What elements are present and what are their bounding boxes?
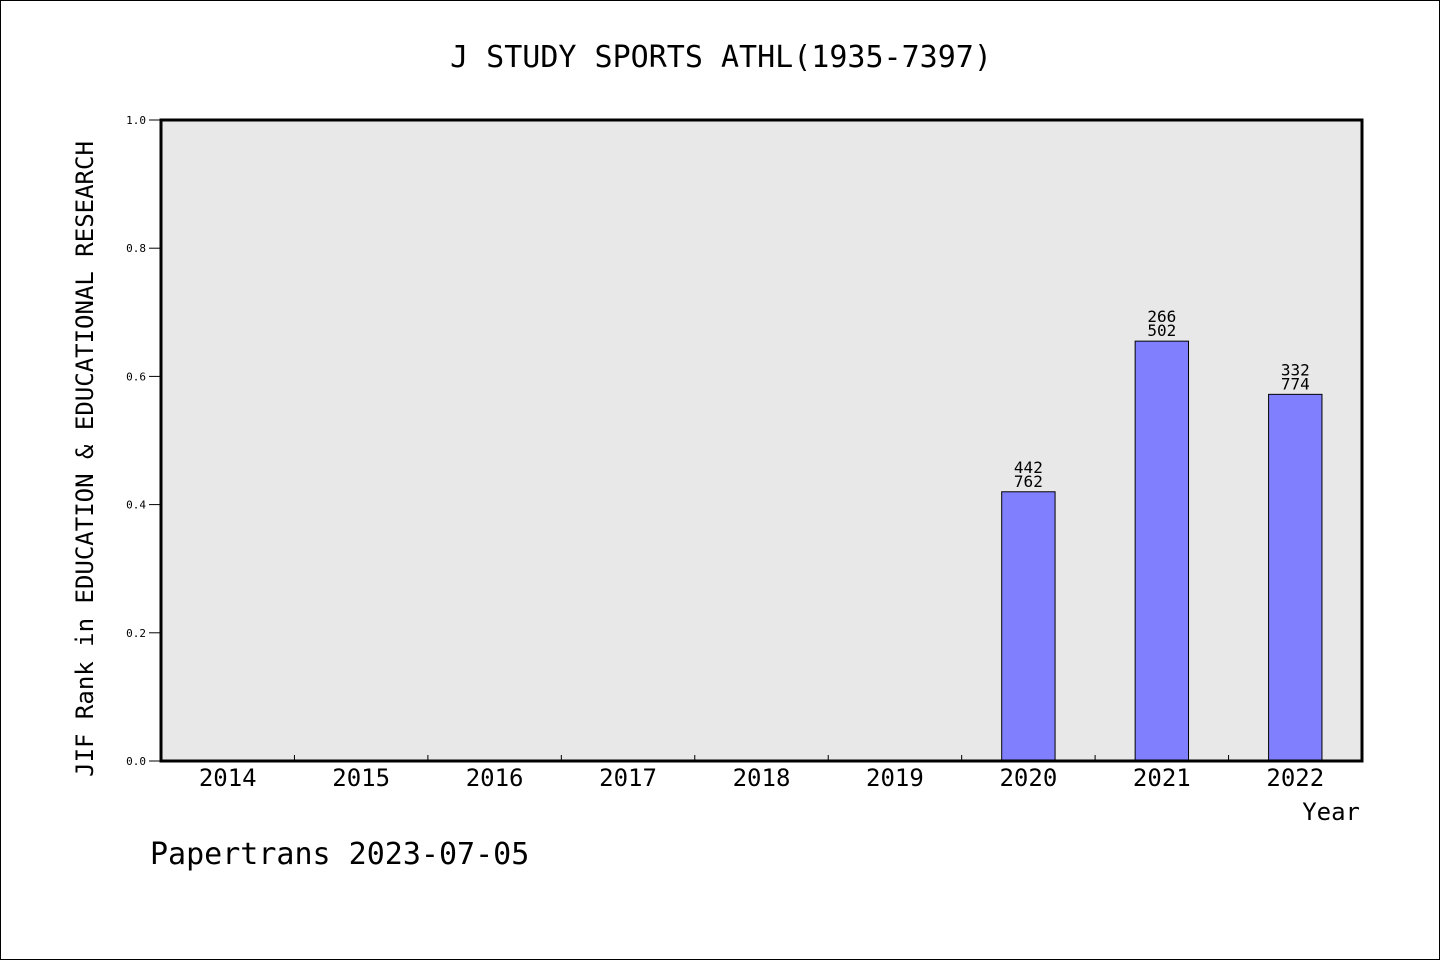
x-axis-ticks: 2014 2015 2016 2017 2018 2019 2020 2021 2022 xyxy=(199,755,1324,792)
bar-label-rank: 332 xyxy=(1281,360,1310,379)
x-tick-label: 2022 xyxy=(1266,764,1324,792)
y-tick-label: 0.0 xyxy=(126,755,146,768)
bar-series xyxy=(1001,340,1323,762)
y-tick-label: 0.8 xyxy=(126,242,146,255)
y-tick-label: 0.6 xyxy=(126,370,146,383)
x-tick-label: 2014 xyxy=(199,764,257,792)
bar-label-total: 762 xyxy=(1014,472,1043,491)
chart-title: J STUDY SPORTS ATHL(1935-7397) xyxy=(450,40,992,75)
x-tick-label: 2021 xyxy=(1133,764,1191,792)
x-tick-label: 2020 xyxy=(999,764,1057,792)
bar-2022 xyxy=(1268,393,1323,762)
x-tick-label: 2019 xyxy=(866,764,924,792)
bar-label-rank: 442 xyxy=(1014,458,1043,477)
y-axis-label: JIF Rank in EDUCATION & EDUCATIONAL RESE… xyxy=(71,141,99,777)
x-tick-label: 2016 xyxy=(466,764,524,792)
bar-label-total: 774 xyxy=(1281,374,1310,393)
y-tick-label: 1.0 xyxy=(126,114,146,127)
x-tick-label: 2017 xyxy=(599,764,657,792)
y-tick-label: 0.4 xyxy=(126,499,146,512)
bar-label-total: 502 xyxy=(1147,321,1176,340)
bar-2020 xyxy=(1001,491,1056,762)
x-tick-label: 2015 xyxy=(332,764,390,792)
y-tick-label: 0.2 xyxy=(126,627,146,640)
plot-border xyxy=(159,118,1364,763)
bar-2021 xyxy=(1134,340,1190,762)
x-axis-label: Year xyxy=(1302,798,1360,826)
x-tick-label: 2018 xyxy=(733,764,791,792)
footer-text: Papertrans 2023-07-05 xyxy=(150,837,529,872)
y-axis-ticks: 0.0 0.2 0.4 0.6 0.8 1.0 xyxy=(126,114,161,768)
bar-label-rank: 266 xyxy=(1147,307,1176,326)
